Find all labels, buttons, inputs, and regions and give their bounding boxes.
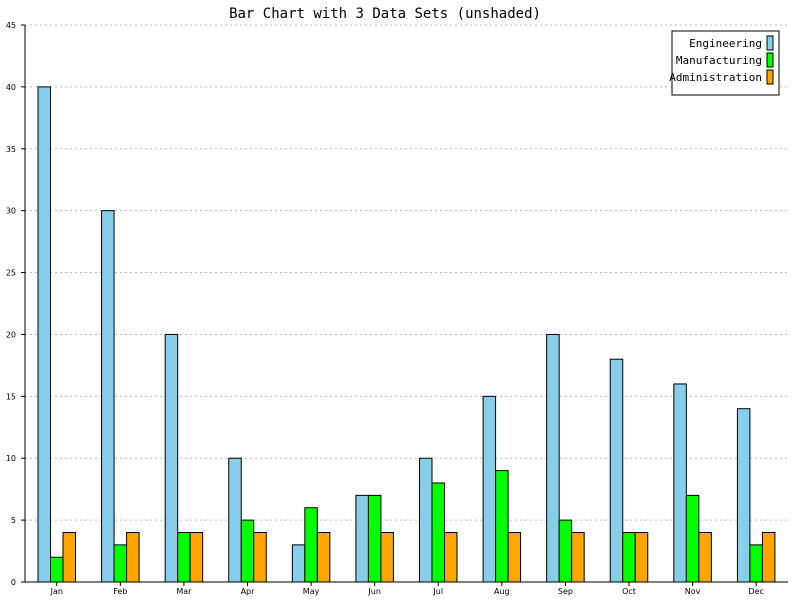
bar-manufacturing-may	[304, 507, 318, 583]
bar-engineering-oct	[609, 358, 624, 583]
bar-engineering-nov	[673, 383, 687, 583]
bar-manufacturing-apr	[240, 519, 255, 583]
legend: Engineering Manufacturing Administration	[669, 30, 780, 96]
y-tick-label: 35	[6, 145, 16, 154]
y-tick-label: 30	[6, 207, 16, 216]
bar-administration-jun	[380, 531, 394, 583]
bar-manufacturing-oct	[622, 531, 636, 583]
bar-engineering-may	[291, 544, 306, 583]
bar-engineering-sep	[546, 333, 560, 583]
x-tick-label: Sep	[558, 587, 573, 596]
bar-engineering-aug	[482, 395, 497, 583]
y-tick-label: 25	[6, 269, 16, 278]
bar-manufacturing-mar	[177, 531, 191, 583]
x-tick-label: Apr	[241, 587, 256, 596]
legend-label-administration: Administration	[669, 71, 762, 84]
bar-administration-oct	[634, 531, 649, 583]
bar-engineering-jan	[37, 86, 51, 583]
grid-lines	[25, 24, 788, 521]
legend-swatch-engineering	[766, 35, 774, 51]
y-tick-label: 15	[6, 392, 16, 401]
x-tick-label: Jun	[367, 587, 381, 596]
bar-manufacturing-jun	[367, 494, 382, 583]
x-tick-label: Nov	[685, 587, 701, 596]
bar-administration-sep	[571, 531, 585, 583]
bar-engineering-dec	[736, 408, 751, 583]
bar-administration-mar	[189, 531, 204, 583]
bar-manufacturing-jan	[50, 556, 64, 583]
bar-administration-jan	[62, 531, 76, 583]
x-tick-label: Feb	[113, 587, 127, 596]
chart-title: Bar Chart with 3 Data Sets (unshaded)	[229, 6, 541, 22]
y-tick-label: 20	[6, 330, 16, 339]
legend-swatch-administration	[766, 69, 774, 85]
legend-swatch-manufacturing	[766, 52, 774, 68]
y-tick-label: 45	[6, 21, 16, 30]
legend-box	[671, 30, 780, 96]
y-tick-label: 40	[6, 83, 16, 92]
bar-administration-aug	[507, 531, 522, 583]
x-tick-label: Mar	[176, 587, 192, 596]
bar-manufacturing-sep	[558, 519, 573, 583]
x-tick-label: May	[303, 587, 320, 596]
bar-administration-feb	[126, 531, 140, 583]
legend-label-engineering: Engineering	[689, 37, 762, 50]
x-tick-label: Oct	[622, 587, 636, 596]
x-axis-ticks: Jan Feb Mar Apr May Jun Jul Aug Sep Oct Nov Dec	[50, 582, 764, 596]
bar-administration-may	[316, 531, 331, 583]
axes	[24, 25, 788, 583]
x-tick-label: Dec	[748, 587, 763, 596]
bar-manufacturing-jul	[431, 482, 445, 583]
bar-engineering-jul	[419, 457, 433, 583]
bar-administration-dec	[761, 531, 776, 583]
bar-engineering-apr	[228, 457, 242, 583]
bar-engineering-mar	[164, 333, 179, 583]
bar-administration-nov	[698, 531, 712, 583]
y-tick-label: 10	[6, 454, 16, 463]
bar-engineering-jun	[355, 494, 369, 583]
y-tick-label: 5	[11, 516, 16, 525]
bar-manufacturing-feb	[113, 544, 128, 583]
bar-administration-apr	[253, 531, 267, 583]
y-axis-ticks: 0 5 10 15 20 25 30 35 40 45	[6, 21, 25, 587]
legend-label-manufacturing: Manufacturing	[676, 54, 762, 67]
bar-manufacturing-nov	[685, 494, 700, 583]
bar-engineering-feb	[101, 210, 115, 583]
bar-administration-jul	[444, 531, 458, 583]
y-tick-label: 0	[11, 578, 16, 587]
bars	[37, 86, 776, 583]
x-tick-label: Aug	[494, 587, 510, 596]
bar-manufacturing-aug	[495, 470, 509, 583]
x-tick-label: Jan	[50, 587, 63, 596]
x-tick-label: Jul	[432, 587, 443, 596]
bar-manufacturing-dec	[749, 544, 763, 583]
